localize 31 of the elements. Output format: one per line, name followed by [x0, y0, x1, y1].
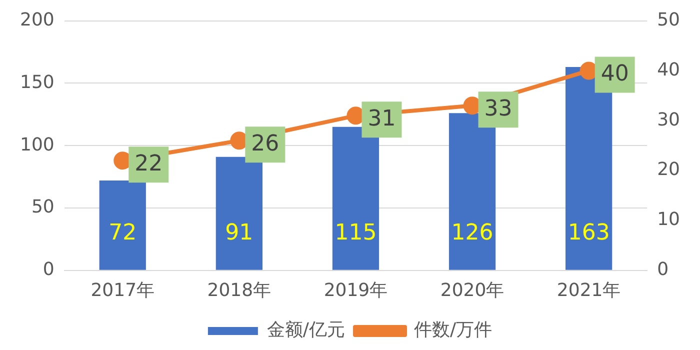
y2-tick-label: 0 [657, 259, 669, 280]
legend-label: 件数/万件 [414, 320, 492, 341]
data-label: 126 [451, 220, 494, 246]
x-tick-label: 2021年 [556, 280, 621, 301]
data-label: 22 [134, 151, 163, 176]
data-label: 31 [368, 106, 396, 132]
y2-tick-label: 20 [657, 159, 680, 180]
bar [216, 156, 262, 270]
x-tick-label: 2017年 [90, 280, 155, 301]
y2-tick-label: 50 [657, 9, 680, 30]
y-tick-label: 50 [31, 196, 54, 218]
x-tick-label: 2020年 [440, 280, 504, 301]
data-label: 91 [225, 220, 254, 246]
y-tick-label: 200 [20, 9, 54, 30]
y2-tick-label: 30 [657, 109, 680, 130]
data-label: 163 [568, 220, 610, 246]
x-tick-label: 2019年 [324, 280, 388, 301]
y-tick-label: 0 [42, 259, 54, 280]
data-label: 115 [334, 220, 377, 246]
data-label: 33 [484, 96, 512, 122]
x-tick-label: 2018年 [207, 280, 272, 301]
data-label: 72 [108, 220, 137, 246]
bar [332, 126, 380, 270]
data-label: 40 [600, 61, 629, 86]
bar [99, 180, 146, 270]
y2-tick-label: 10 [657, 209, 680, 230]
y-tick-label: 100 [20, 134, 54, 156]
y-tick-label: 150 [20, 72, 54, 93]
y2-tick-label: 40 [657, 59, 680, 80]
legend-label: 金额/亿元 [266, 320, 346, 341]
data-label: 26 [251, 131, 280, 156]
